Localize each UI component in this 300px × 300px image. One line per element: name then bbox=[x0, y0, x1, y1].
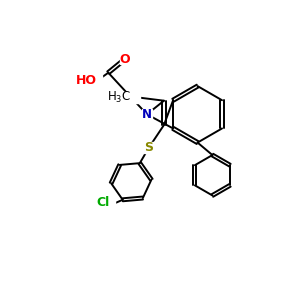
Bar bbox=[85, 75, 102, 86]
Text: HO: HO bbox=[75, 74, 96, 87]
Text: S: S bbox=[145, 141, 154, 154]
Bar bbox=[144, 142, 154, 153]
Bar bbox=[98, 197, 115, 208]
Bar bbox=[120, 55, 129, 64]
Bar bbox=[119, 92, 140, 103]
Bar bbox=[142, 109, 152, 120]
Text: Cl: Cl bbox=[96, 196, 109, 209]
Text: O: O bbox=[119, 53, 130, 66]
Text: H$_3$C: H$_3$C bbox=[107, 90, 131, 105]
Text: N: N bbox=[142, 108, 152, 121]
